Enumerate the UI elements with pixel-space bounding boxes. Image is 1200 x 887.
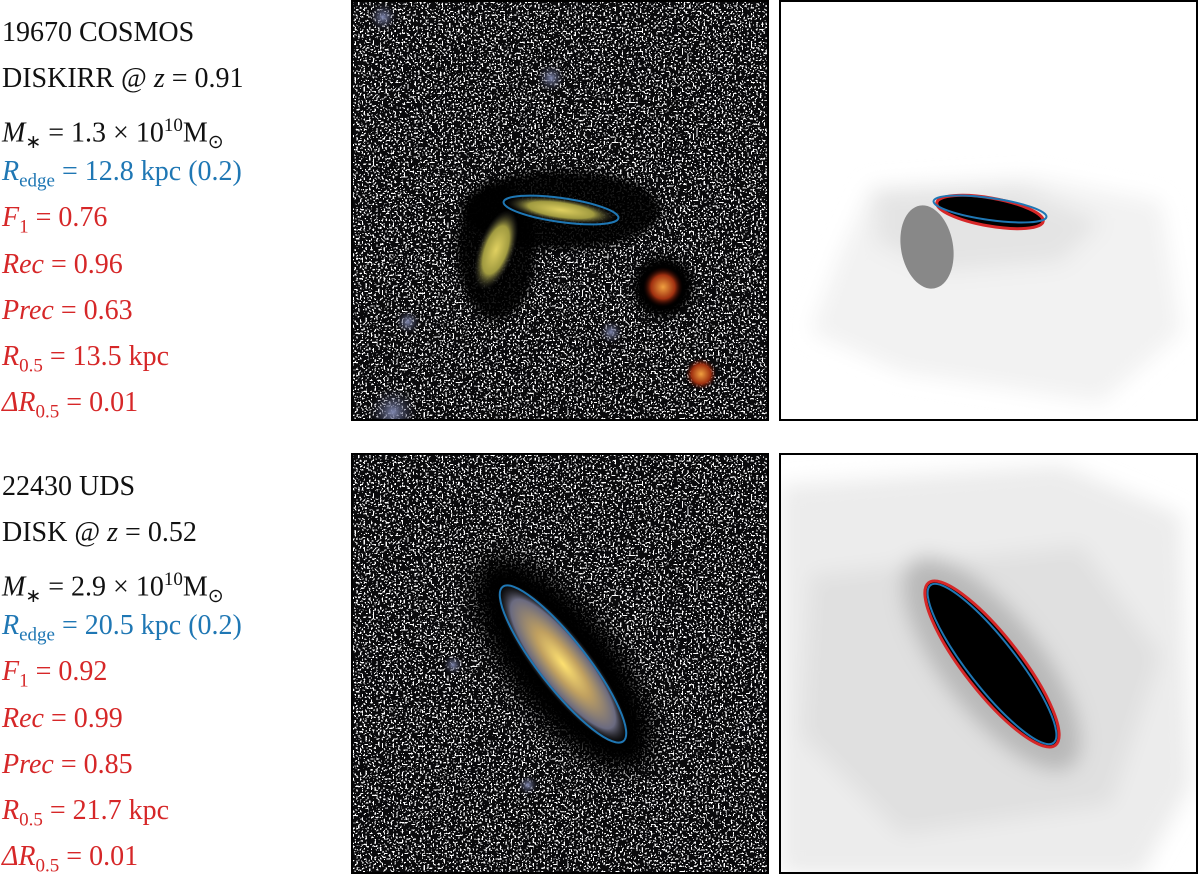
caption-text: ΔR [2,387,36,419]
caption-text: R [2,155,20,187]
caption-line: F1 = 0.92 [2,652,107,692]
caption-text: = 0.63 [53,294,133,326]
caption-text: M [182,570,208,602]
caption-text: 19670 COSMOS [2,17,195,48]
caption-text: F [2,202,20,234]
caption-line: Prec = 0.63 [2,291,133,331]
caption-text: = 12.8 kpc (0.2) [54,155,242,187]
caption-text: = 0.92 [28,656,108,688]
caption-text: edge [19,170,55,192]
caption-text: 10 [163,568,183,590]
caption-text: 0.5 [35,855,60,877]
caption-text: = 20.5 kpc (0.2) [54,609,242,641]
caption-text: 0.5 [19,809,43,831]
caption-text: = 0.91 [164,63,244,95]
caption-text: = 13.5 kpc [42,341,170,373]
caption-text: Rec [2,702,44,734]
caption-line: DISK @ z = 0.52 [2,513,197,553]
caption-text: = 0.52 [118,517,197,549]
caption-text: Prec [2,748,54,780]
caption-line: Rec = 0.96 [2,245,123,285]
caption-line: ΔR0.5 = 0.01 [2,837,138,877]
caption-line: 22430 UDS [2,467,135,507]
caption-text: R [2,795,20,827]
caption-line: M∗ = 1.3 × 1010M⊙ [2,106,224,153]
caption-text: ∗ [25,585,42,607]
caption-text: = 0.99 [43,702,123,734]
caption-text: = 1.3 × 10 [41,116,164,148]
caption-text: M [182,116,208,148]
caption-text: 0.5 [19,355,43,377]
caption-text: Rec [2,248,44,280]
caption-text: Prec [2,294,54,326]
caption-text: M [2,570,26,602]
caption-text: = 0.96 [43,248,123,280]
segmentation-map [779,0,1198,421]
caption-line: R0.5 = 13.5 kpc [2,337,169,377]
caption-text: R [2,609,20,641]
caption-text: ΔR [2,841,36,873]
galaxy-image [351,0,769,421]
caption-text: = 2.9 × 10 [41,570,164,602]
caption-line: 19670 COSMOS [2,13,194,53]
caption-text: = 0.85 [53,748,133,780]
caption-text: 0.5 [35,401,60,423]
caption-text: = 0.01 [59,387,139,419]
caption-line: F1 = 0.76 [2,198,107,238]
caption-line: Redge = 12.8 kpc (0.2) [2,152,242,192]
caption-text: z [153,63,165,95]
caption-text: 22430 UDS [2,471,136,502]
caption-text: 10 [163,114,183,136]
caption-line: R0.5 = 21.7 kpc [2,791,169,831]
caption-text: z [107,517,119,549]
caption-text: edge [19,624,55,646]
caption-text: ⊙ [207,585,224,607]
caption-text: ⊙ [207,131,224,153]
caption-line: Rec = 0.99 [2,699,123,739]
caption-text: = 21.7 kpc [42,795,170,827]
caption-line: DISKIRR @ z = 0.91 [2,59,244,99]
caption-text: = 0.01 [59,841,139,873]
caption-line: Prec = 0.85 [2,745,133,785]
caption-text: F [2,656,20,688]
caption-text: ∗ [25,131,42,153]
caption-line: M∗ = 2.9 × 1010M⊙ [2,560,224,607]
caption-text: M [2,116,26,148]
caption-text: = 0.76 [28,202,108,234]
caption-line: ΔR0.5 = 0.01 [2,383,138,423]
caption-line: Redge = 20.5 kpc (0.2) [2,606,242,646]
galaxy-image [351,453,769,874]
caption-text: 1 [19,670,29,692]
caption-text: R [2,341,20,373]
caption-text: DISKIRR @ [2,63,154,95]
caption-text: 1 [19,216,29,238]
caption-text: DISK @ [2,517,108,549]
segmentation-map [779,453,1198,874]
